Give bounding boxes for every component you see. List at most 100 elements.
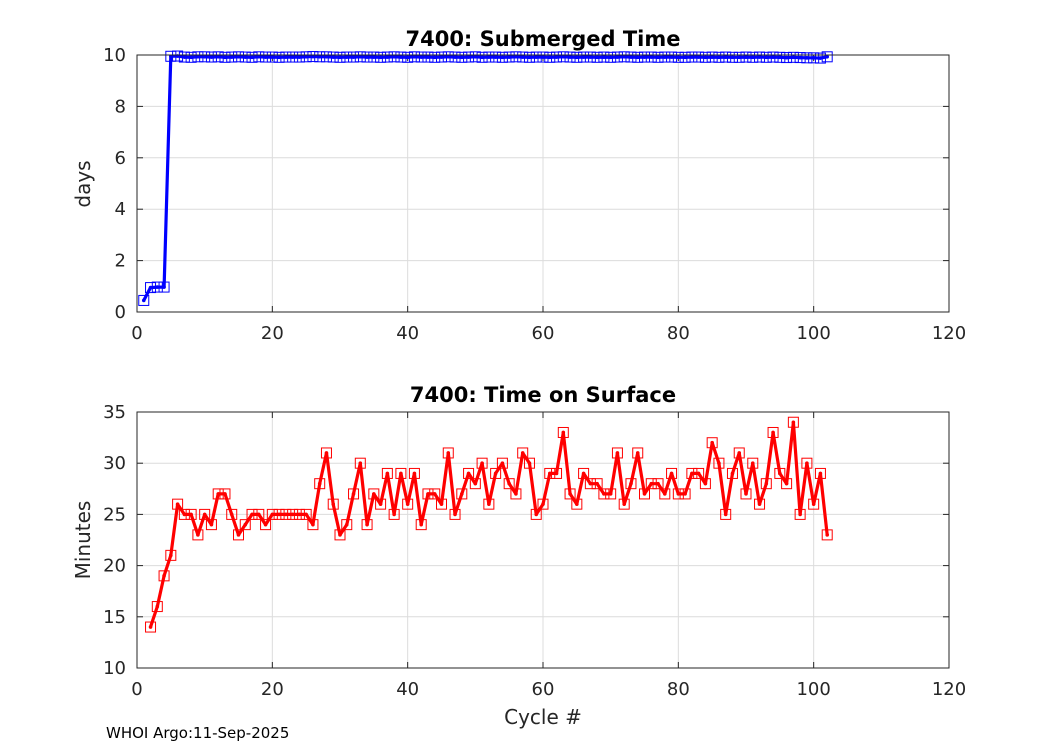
data-dot xyxy=(426,492,430,496)
data-dot xyxy=(290,55,295,59)
data-dot xyxy=(169,553,173,558)
data-dot xyxy=(825,54,829,59)
data-point xyxy=(408,467,420,479)
data-dot xyxy=(263,522,268,527)
data-dot xyxy=(514,492,518,496)
data-dot xyxy=(175,502,180,506)
data-dot xyxy=(683,55,687,60)
data-dot xyxy=(155,285,160,289)
data-dot xyxy=(622,54,626,59)
series-time-on-surface xyxy=(145,416,833,633)
data-point xyxy=(185,508,197,520)
data-dot xyxy=(622,502,626,506)
data-point xyxy=(483,498,495,510)
data-dot xyxy=(507,481,511,486)
data-dot xyxy=(561,54,566,59)
data-dot xyxy=(669,471,674,476)
data-point xyxy=(496,457,508,469)
data-dot xyxy=(466,55,471,59)
data-point xyxy=(199,508,211,520)
y-tick-label: 20 xyxy=(103,556,126,577)
data-dot xyxy=(493,471,498,476)
data-dot xyxy=(419,55,424,59)
data-dot xyxy=(358,461,363,466)
data-dot xyxy=(405,502,410,506)
data-dot xyxy=(487,55,491,59)
data-dot xyxy=(304,512,308,517)
data-dot xyxy=(412,54,417,59)
data-point xyxy=(185,51,197,63)
data-dot xyxy=(581,471,586,476)
data-dot xyxy=(737,55,742,60)
y-tick-label: 8 xyxy=(115,96,126,117)
data-dot xyxy=(520,55,525,59)
data-dot xyxy=(581,55,586,59)
data-dot xyxy=(771,430,775,435)
data-point xyxy=(260,519,272,531)
data-point xyxy=(760,478,772,490)
data-point xyxy=(205,519,217,531)
data-dot xyxy=(744,55,748,59)
data-dot xyxy=(757,55,762,59)
submerged-time-chart: 0 20 40 60 80 100 120 0 2 4 6 8 10 7400: Submerged T… xyxy=(71,27,966,344)
y-tick-label: 2 xyxy=(115,251,126,272)
data-dot xyxy=(602,55,606,59)
data-dot xyxy=(311,522,315,527)
data-dot xyxy=(378,55,383,60)
x-tick-label: 80 xyxy=(667,323,690,344)
data-dot xyxy=(547,55,552,60)
y-tick-label: 10 xyxy=(103,658,126,679)
data-point xyxy=(348,488,360,500)
data-dot xyxy=(663,492,667,496)
data-point xyxy=(754,498,766,510)
x-tick-label: 40 xyxy=(396,679,419,700)
data-point xyxy=(395,467,407,479)
data-dot xyxy=(493,55,498,59)
x-tick-label: 20 xyxy=(261,679,284,700)
data-dot xyxy=(196,533,200,537)
data-dot xyxy=(696,471,701,476)
data-point xyxy=(618,498,630,510)
data-dot xyxy=(263,55,268,59)
y-tick-label: 35 xyxy=(103,402,126,423)
data-dot xyxy=(615,451,620,455)
data-dot xyxy=(798,55,802,60)
data-point xyxy=(307,519,319,531)
data-dot xyxy=(223,55,227,60)
data-dot xyxy=(656,481,660,486)
data-dot xyxy=(250,55,254,60)
data-dot xyxy=(730,471,735,476)
data-point xyxy=(781,478,793,490)
data-dot xyxy=(669,55,674,59)
data-point xyxy=(327,498,339,510)
data-point xyxy=(808,498,820,510)
x-tick-label: 100 xyxy=(796,323,830,344)
data-dot xyxy=(189,512,193,517)
data-dot xyxy=(778,55,782,60)
data-dot xyxy=(703,481,708,486)
data-dot xyxy=(351,55,356,59)
data-point xyxy=(334,529,346,541)
data-dot xyxy=(277,512,281,517)
data-point xyxy=(821,51,833,63)
data-dot xyxy=(399,471,403,476)
data-dot xyxy=(385,471,390,476)
x-tick-label: 60 xyxy=(532,323,555,344)
data-point xyxy=(449,508,461,520)
data-dot xyxy=(805,56,809,60)
data-point xyxy=(679,488,691,500)
data-dot xyxy=(750,55,755,60)
data-dot xyxy=(432,492,437,496)
data-dot xyxy=(460,55,464,60)
data-point xyxy=(740,488,752,500)
data-dot xyxy=(324,54,329,59)
data-dot xyxy=(588,481,593,486)
data-point xyxy=(300,508,312,520)
data-dot xyxy=(290,512,295,517)
data-point xyxy=(320,447,332,459)
data-dot xyxy=(297,55,302,59)
data-point xyxy=(490,467,502,479)
data-dot xyxy=(412,471,417,476)
y-axis-label: days xyxy=(71,160,95,207)
data-dot xyxy=(527,461,532,466)
